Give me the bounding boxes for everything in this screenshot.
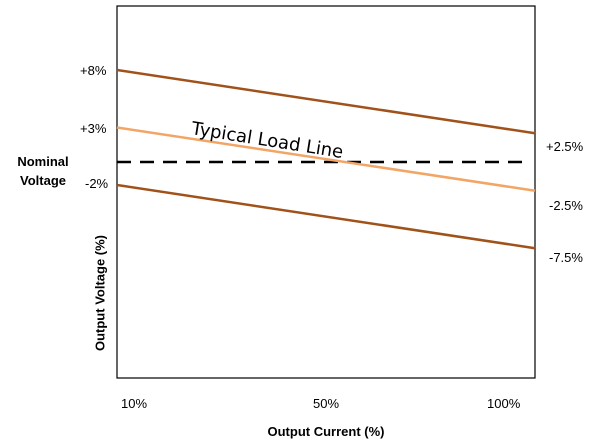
upper-end-label: +2.5% xyxy=(546,139,584,154)
lower-end-label: -7.5% xyxy=(549,250,583,265)
nominal-voltage-label: Nominal Voltage xyxy=(6,152,80,190)
x-tick-label: 50% xyxy=(313,396,340,411)
typical-start-label: +3% xyxy=(80,121,107,136)
x-tick-label: 100% xyxy=(487,396,521,411)
typical-end-label: -2.5% xyxy=(549,198,583,213)
nominal-label-line2: Voltage xyxy=(20,173,66,188)
y-axis-label: Output Voltage (%) xyxy=(92,234,108,352)
x-axis-label: Output Current (%) xyxy=(267,424,385,439)
upper-start-label: +8% xyxy=(80,63,107,78)
x-tick-label: 10% xyxy=(121,396,148,411)
lower-load-line xyxy=(116,183,536,250)
plot-frame xyxy=(116,5,536,379)
series-layer xyxy=(116,68,536,250)
nominal-label-line1: Nominal xyxy=(17,154,69,169)
upper-load-line xyxy=(116,68,536,135)
lower-start-label: -2% xyxy=(85,176,109,191)
typical-load-line xyxy=(116,126,536,192)
